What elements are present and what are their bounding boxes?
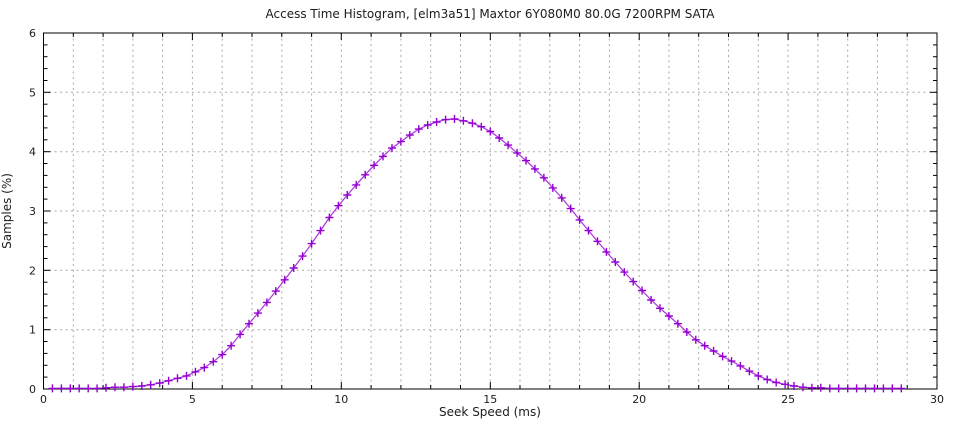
y-tick-label: 6 — [29, 27, 36, 40]
y-tick-label: 2 — [29, 264, 36, 277]
x-axis-label: Seek Speed (ms) — [439, 405, 541, 419]
chart-title: Access Time Histogram, [elm3a51] Maxtor … — [266, 7, 716, 21]
grid-lines — [43, 33, 937, 389]
x-tick-label: 10 — [334, 393, 348, 406]
axis-ticks — [43, 32, 938, 390]
x-tick-label: 0 — [40, 393, 47, 406]
data-series — [48, 115, 906, 393]
x-tick-label: 5 — [189, 393, 196, 406]
y-tick-label: 3 — [29, 205, 36, 218]
x-tick-label: 30 — [930, 393, 944, 406]
y-tick-label: 4 — [29, 146, 36, 159]
x-tick-label: 15 — [483, 393, 497, 406]
x-tick-label: 20 — [632, 393, 646, 406]
x-tick-label: 25 — [781, 393, 795, 406]
y-tick-label: 5 — [29, 86, 36, 99]
y-tick-label: 0 — [29, 383, 36, 396]
series-line — [52, 118, 902, 389]
y-tick-labels: 0 1 2 3 4 5 6 — [29, 27, 36, 396]
x-tick-labels: 0 5 10 15 20 25 30 — [40, 393, 944, 406]
series-plus-markers — [48, 115, 906, 393]
y-axis-label: Samples (%) — [0, 173, 14, 249]
y-tick-label: 1 — [29, 324, 36, 337]
